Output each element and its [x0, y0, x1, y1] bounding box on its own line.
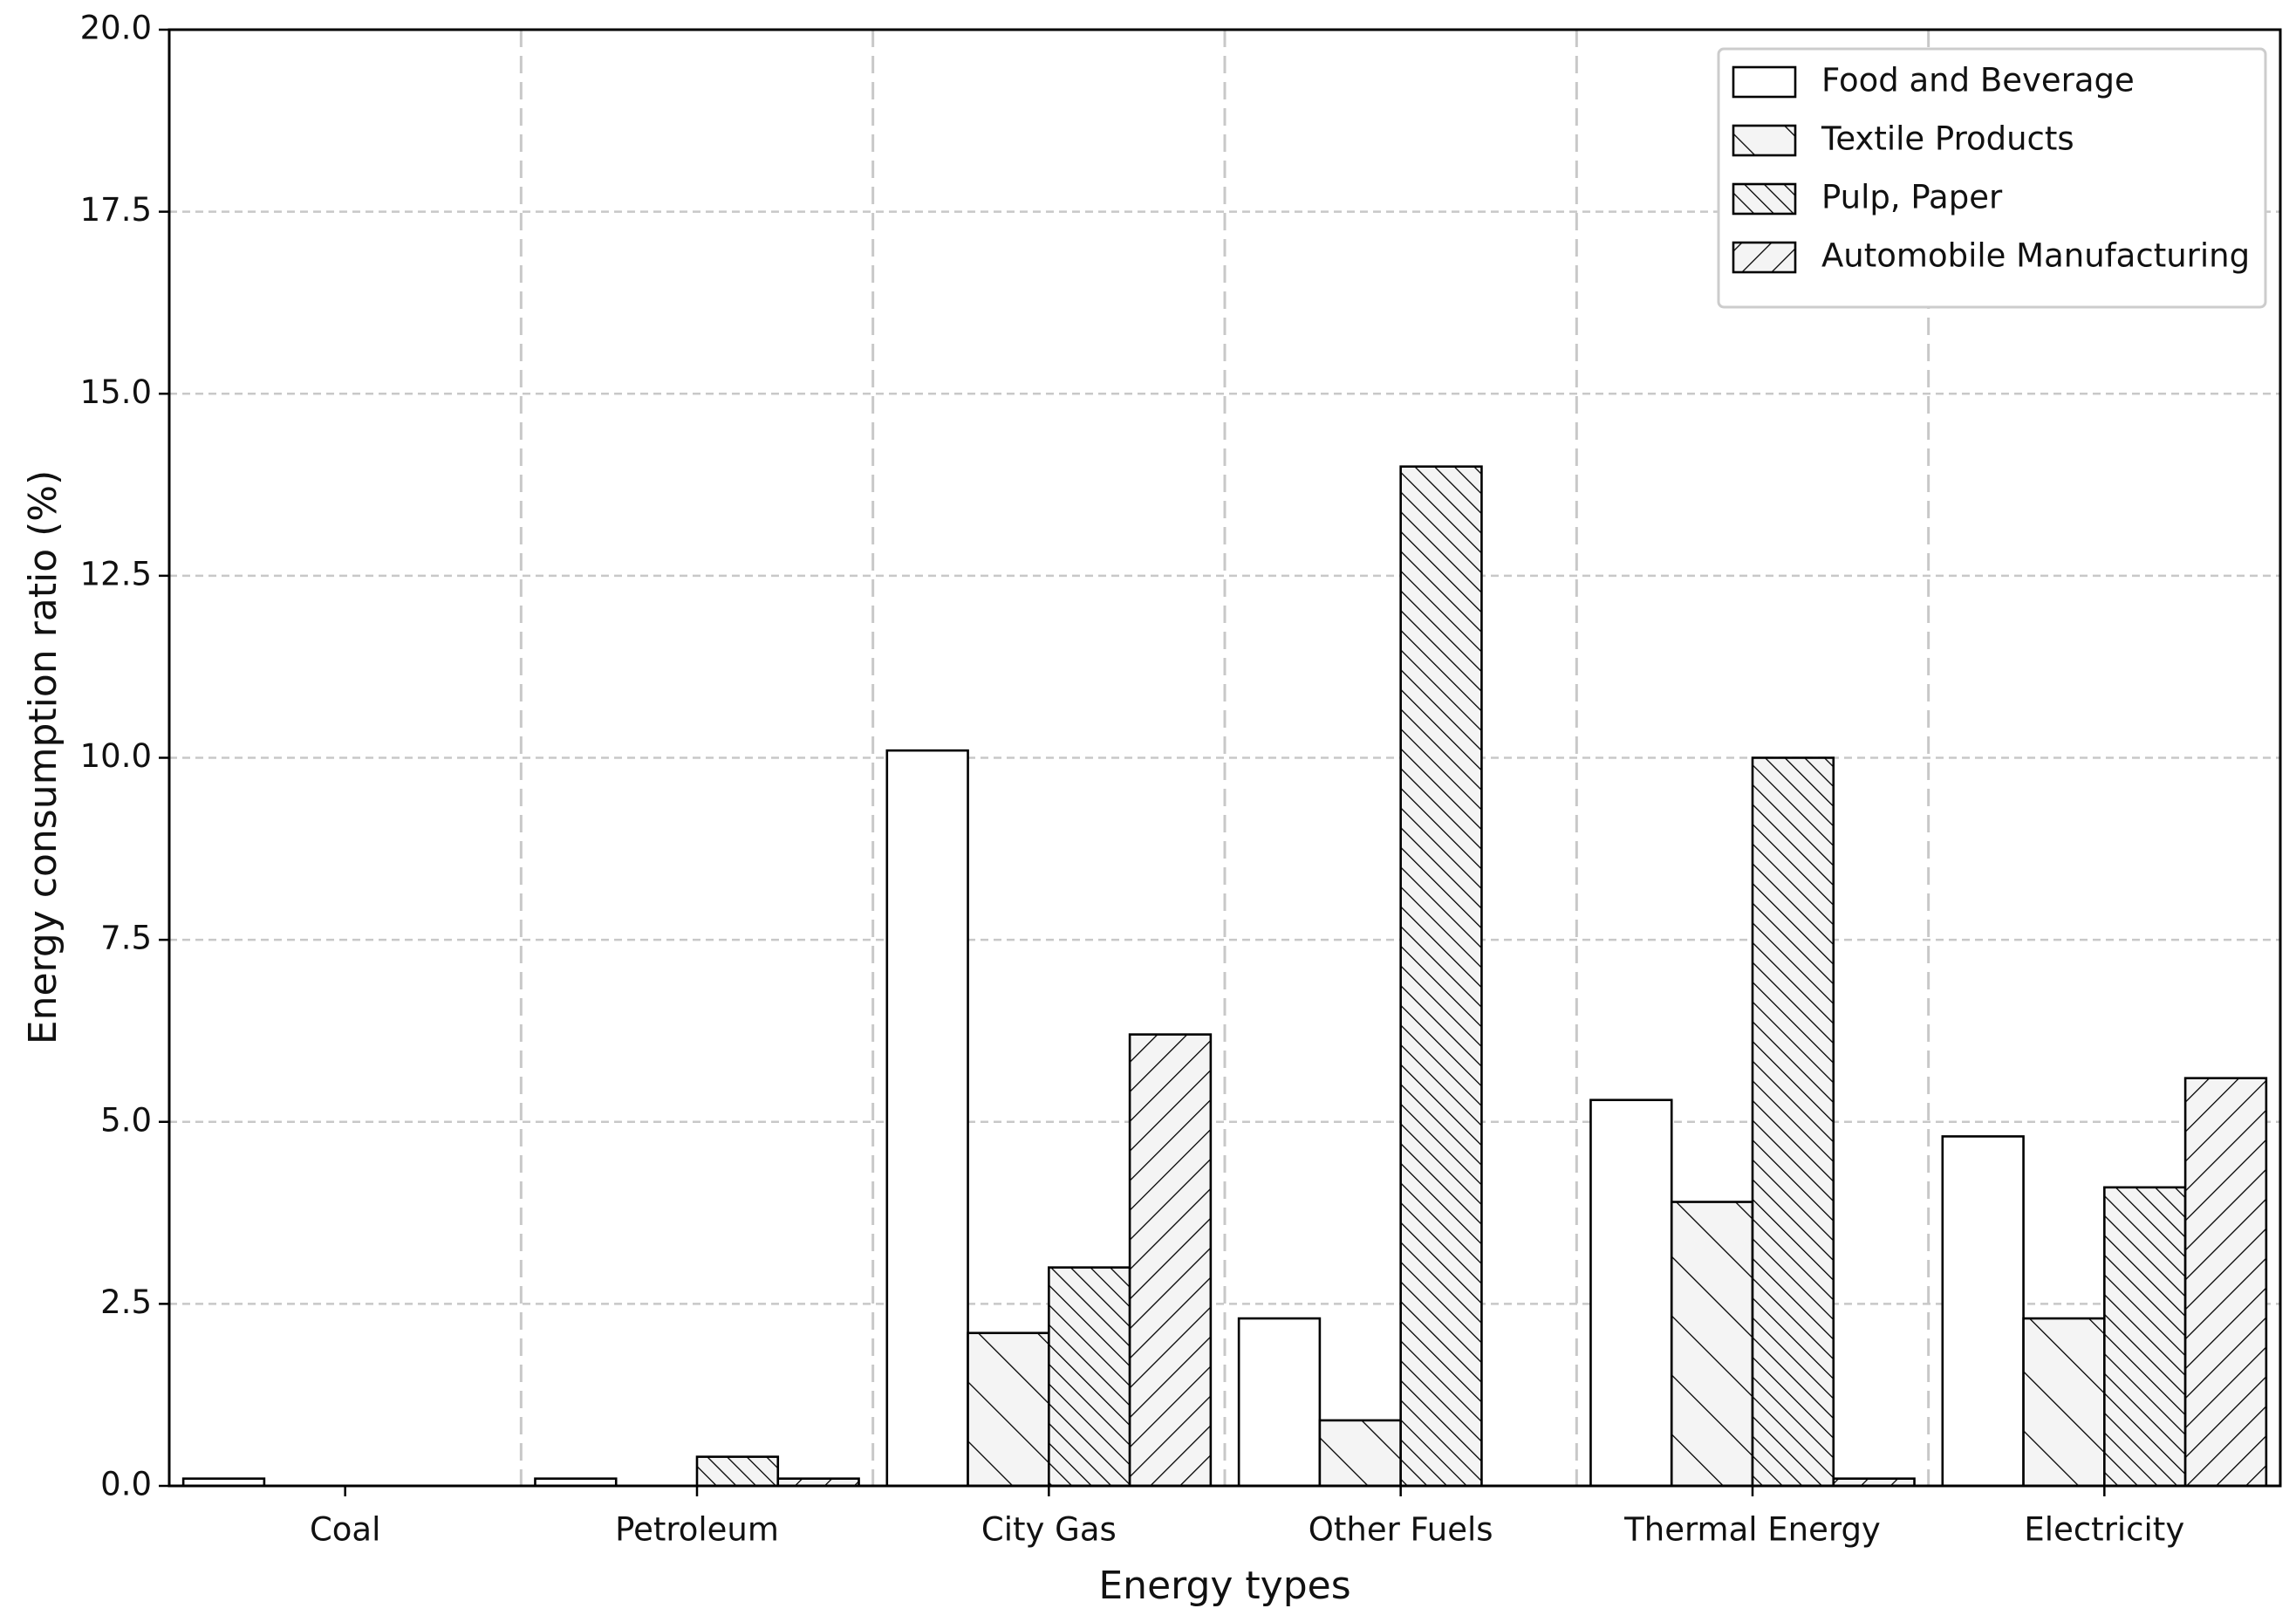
y-axis-title: Energy consumption ratio (%) [21, 470, 65, 1044]
legend-label: Automobile Manufacturing [1821, 237, 2250, 275]
bar [1318, 1419, 1402, 1488]
x-tick-label: Coal [310, 1511, 380, 1549]
legend-swatch [1732, 124, 1797, 157]
legend-label: Textile Products [1821, 120, 2074, 158]
legend-box [1717, 47, 2267, 309]
y-tick-label: 0.0 [100, 1466, 152, 1503]
x-axis-title: Energy types [1098, 1564, 1350, 1608]
plot-frame [167, 28, 2282, 1488]
bar [1399, 465, 1483, 1488]
bar [1941, 1135, 2025, 1488]
bar [1589, 1098, 1673, 1488]
bar [695, 1455, 780, 1488]
y-tick-label: 12.5 [80, 555, 152, 592]
bar [1048, 1266, 1131, 1488]
legend-swatch [1732, 65, 1797, 99]
bar [967, 1331, 1050, 1488]
x-tick-label: Petroleum [615, 1511, 779, 1549]
x-tick-label: Electricity [2024, 1511, 2184, 1549]
x-tick-label: City Gas [981, 1511, 1117, 1549]
bar [2183, 1077, 2268, 1488]
bar [885, 749, 969, 1488]
x-tick-label: Thermal Energy [1623, 1511, 1881, 1549]
bar [1237, 1317, 1322, 1488]
x-tick-label: Other Fuels [1309, 1511, 1493, 1549]
bar [2103, 1186, 2187, 1488]
bar [2022, 1317, 2106, 1488]
y-tick-label: 15.0 [80, 373, 152, 411]
y-tick-label: 10.0 [80, 737, 152, 775]
bar [1128, 1033, 1213, 1488]
y-tick-label: 17.5 [80, 191, 152, 229]
y-tick-label: 7.5 [100, 920, 152, 957]
y-tick-label: 2.5 [100, 1283, 152, 1321]
bar [1751, 756, 1835, 1488]
legend-label: Pulp, Paper [1821, 179, 2003, 216]
legend-swatch [1732, 182, 1797, 216]
legend-label: Food and Beverage [1821, 62, 2135, 99]
y-tick-label: 20.0 [80, 10, 152, 47]
legend-swatch [1732, 241, 1797, 274]
y-tick-label: 5.0 [100, 1101, 152, 1139]
bar [1670, 1201, 1754, 1488]
